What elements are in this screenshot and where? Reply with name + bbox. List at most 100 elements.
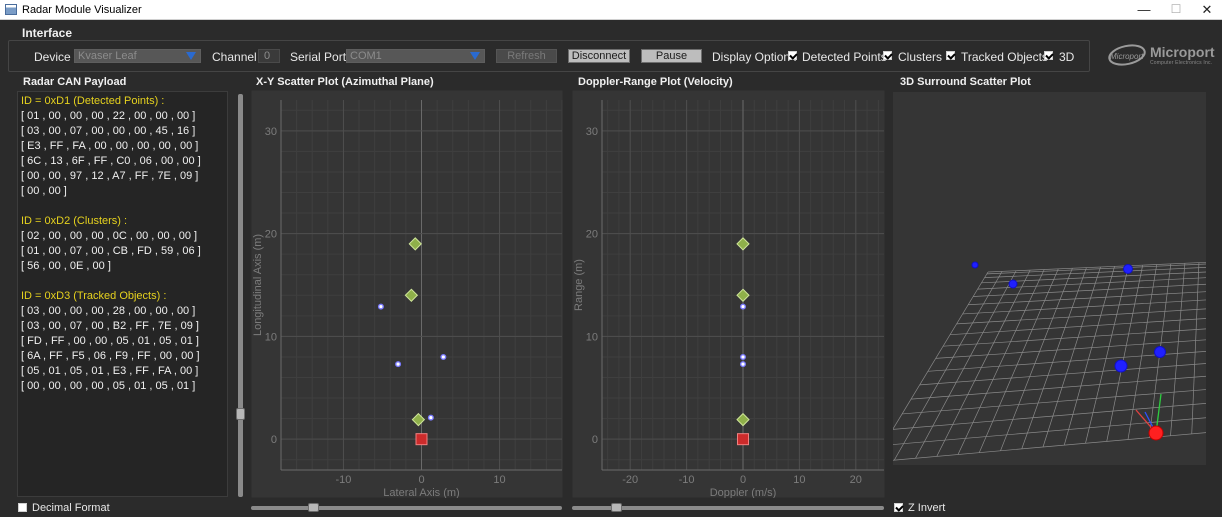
y-tick-label: 0 bbox=[271, 434, 277, 446]
y-tick-label: 30 bbox=[265, 126, 277, 138]
can-payload-row: [ 05 , 01 , 05 , 01 , E3 , FF , FA , 00 … bbox=[21, 365, 199, 377]
surround-plot-title: 3D Surround Scatter Plot bbox=[900, 76, 1031, 88]
minimize-button[interactable]: — bbox=[1137, 2, 1151, 17]
cluster-marker bbox=[736, 237, 750, 251]
xy-plot-title: X-Y Scatter Plot (Azimuthal Plane) bbox=[256, 76, 434, 88]
surround-grid-line bbox=[973, 283, 1206, 297]
can-payload-row: [ E3 , FF , FA , 00 , 00 , 00 , 00 , 00 … bbox=[21, 140, 199, 152]
can-spacer bbox=[21, 199, 224, 214]
detected-point-marker bbox=[440, 353, 447, 360]
x-tick-label: 20 bbox=[850, 474, 862, 486]
3d-label: 3D bbox=[1059, 50, 1075, 64]
surround-grid-line bbox=[1106, 265, 1144, 442]
can-payload-row: [ 03 , 00 , 07 , 00 , 00 , 00 , 45 , 16 … bbox=[21, 125, 196, 137]
xy-zoom-slider-handle[interactable] bbox=[308, 503, 319, 512]
pause-button[interactable]: Pause bbox=[641, 49, 702, 63]
can-payload-row: [ 00 , 00 , 97 , 12 , A7 , FF , 7E , 09 … bbox=[21, 170, 199, 182]
app-icon bbox=[5, 4, 17, 15]
detected-point-marker bbox=[739, 303, 746, 310]
can-payload-row: [ 6A , FF , F5 , 06 , F9 , FF , 00 , 00 … bbox=[21, 350, 200, 362]
can-payload-row: [ FD , FF , 00 , 00 , 05 , 01 , 05 , 01 … bbox=[21, 335, 199, 347]
surround-grid-line bbox=[919, 363, 1206, 386]
x-tick-label: 0 bbox=[740, 474, 746, 486]
xy-zoom-slider-track[interactable] bbox=[251, 506, 562, 510]
y-tick-label: 10 bbox=[265, 331, 277, 343]
can-id-header: ID = 0xD2 (Clusters) : bbox=[21, 215, 128, 227]
surround-point bbox=[1008, 279, 1018, 289]
vertical-slider-handle[interactable] bbox=[236, 408, 245, 420]
surround-3d-plot[interactable] bbox=[893, 92, 1206, 465]
can-payload-row: [ 03 , 00 , 00 , 00 , 28 , 00 , 00 , 00 … bbox=[21, 305, 196, 317]
x-axis-label: Doppler (m/s) bbox=[710, 487, 777, 498]
vertical-slider-track[interactable] bbox=[238, 94, 243, 497]
can-payload-row: [ 02 , 00 , 00 , 00 , 0C , 00 , 00 , 00 … bbox=[21, 230, 198, 242]
x-tick-label: -20 bbox=[622, 474, 638, 486]
tracked-objects-checkbox[interactable] bbox=[946, 51, 955, 60]
z-invert-label: Z Invert bbox=[908, 502, 946, 514]
can-spacer bbox=[21, 274, 224, 289]
device-label: Device : bbox=[34, 50, 78, 64]
can-payload-row: [ 00 , 00 , 00 , 00 , 05 , 01 , 05 , 01 … bbox=[21, 380, 196, 392]
surround-point bbox=[971, 261, 979, 269]
surround-grid-line bbox=[957, 269, 1045, 455]
surround-grid-line bbox=[1000, 268, 1073, 451]
detected-point-marker bbox=[739, 361, 746, 368]
y-axis-label: Longitudinal Axis (m) bbox=[252, 234, 264, 336]
serial-port-select[interactable]: COM1 bbox=[346, 49, 485, 63]
doppler-range-plot[interactable]: -20 -10 0 10 20 0 10 20 30 Doppler (m/s) Range (m) bbox=[572, 90, 885, 498]
x-tick-label: -10 bbox=[335, 474, 351, 486]
tracked-objects-label: Tracked Objects bbox=[961, 50, 1048, 64]
refresh-button[interactable]: Refresh bbox=[496, 49, 557, 63]
y-tick-label: 20 bbox=[586, 229, 598, 241]
channel-input[interactable]: 0 bbox=[258, 49, 280, 63]
surround-grid-line bbox=[1127, 264, 1158, 440]
y-tick-label: 20 bbox=[265, 229, 277, 241]
maximize-button[interactable]: ☐ bbox=[1170, 2, 1182, 16]
surround-grid-line bbox=[1063, 266, 1115, 446]
surround-grid-line bbox=[1042, 266, 1101, 448]
serial-port-value: COM1 bbox=[350, 50, 382, 62]
surround-grid-line bbox=[893, 271, 989, 430]
surround-grid-line bbox=[893, 271, 1003, 461]
x-axis-label: Lateral Axis (m) bbox=[383, 487, 459, 498]
close-button[interactable]: ✕ bbox=[1201, 2, 1213, 17]
surround-origin bbox=[1148, 425, 1164, 441]
can-panel-title: Radar CAN Payload bbox=[23, 76, 127, 88]
device-select[interactable]: Kvaser Leaf bbox=[74, 49, 201, 63]
detected-point-marker bbox=[377, 303, 384, 310]
serial-port-label: Serial Port : bbox=[290, 50, 353, 64]
y-tick-label: 10 bbox=[586, 331, 598, 343]
surround-grid-line bbox=[1021, 267, 1087, 449]
interface-group bbox=[8, 40, 1090, 72]
y-tick-label: 30 bbox=[586, 126, 598, 138]
can-payload-row: [ 00 , 00 ] bbox=[21, 185, 67, 197]
doppler-plot-title: Doppler-Range Plot (Velocity) bbox=[578, 76, 733, 88]
detected-point-marker bbox=[739, 353, 746, 360]
clusters-label: Clusters bbox=[898, 50, 943, 64]
origin-marker bbox=[737, 433, 749, 446]
can-payload-row: [ 03 , 00 , 07 , 00 , B2 , FF , 7E , 09 … bbox=[21, 320, 199, 332]
can-payload-row: [ 6C , 13 , 6F , FF , C0 , 06 , 00 , 00 … bbox=[21, 155, 201, 167]
xy-scatter-plot[interactable]: -10 0 10 0 10 20 30 Lateral Axis (m) Longitudina… bbox=[251, 90, 563, 498]
surround-grid-line bbox=[950, 318, 1206, 336]
surround-grid-line bbox=[977, 277, 1206, 290]
can-payload-row: [ 01 , 00 , 00 , 00 , 22 , 00 , 00 , 00 … bbox=[21, 110, 196, 122]
logo-mark-text: Microport bbox=[1110, 52, 1144, 61]
doppler-zoom-slider-track[interactable] bbox=[572, 506, 884, 510]
x-tick-label: 0 bbox=[418, 474, 424, 486]
z-invert-checkbox[interactable] bbox=[894, 503, 903, 512]
device-value: Kvaser Leaf bbox=[78, 50, 137, 62]
doppler-zoom-slider-handle[interactable] bbox=[611, 503, 622, 512]
chevron-down-icon bbox=[186, 52, 196, 60]
decimal-format-checkbox[interactable] bbox=[18, 503, 27, 512]
can-id-header: ID = 0xD1 (Detected Points) : bbox=[21, 95, 165, 107]
clusters-checkbox[interactable] bbox=[883, 51, 892, 60]
detected-points-checkbox[interactable] bbox=[788, 51, 797, 60]
chevron-down-icon bbox=[470, 52, 480, 60]
disconnect-button[interactable]: Disconnect bbox=[568, 49, 630, 63]
y-axis-label: Range (m) bbox=[573, 259, 585, 311]
cluster-marker bbox=[736, 288, 750, 302]
3d-checkbox[interactable] bbox=[1044, 51, 1053, 60]
decimal-format-label: Decimal Format bbox=[32, 502, 110, 514]
surround-grid-line bbox=[902, 389, 1206, 415]
